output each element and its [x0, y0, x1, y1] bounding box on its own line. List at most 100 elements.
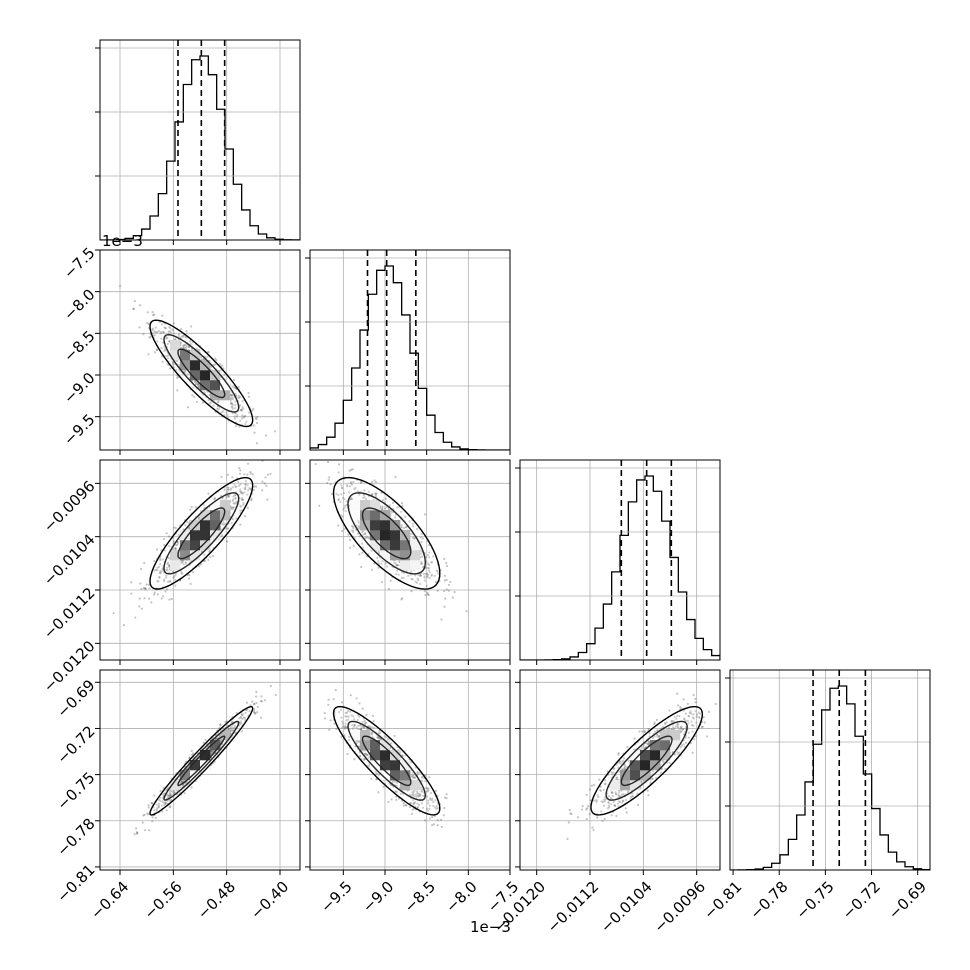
scatter-point [671, 726, 675, 729]
scatter-point [352, 480, 355, 484]
scatter-point [420, 790, 423, 793]
scatter-point [230, 406, 233, 409]
scatter-point [382, 499, 385, 502]
scatter-point [688, 711, 691, 715]
scatter-point [176, 389, 179, 392]
scatter-point [239, 490, 242, 493]
scatter-point [141, 821, 144, 824]
scatter-point [238, 396, 241, 400]
scatter-point [183, 346, 186, 349]
scatter-point [412, 793, 415, 796]
scatter-point [646, 789, 649, 792]
scatter-point [240, 713, 243, 716]
scatter-point [673, 715, 676, 719]
scatter-point [138, 597, 141, 600]
scatter-point [183, 343, 186, 347]
scatter-point [240, 408, 243, 411]
scatter-point [242, 407, 245, 410]
scatter-point [421, 775, 424, 779]
scatter-point [375, 492, 378, 495]
density-bin [370, 540, 381, 551]
scatter-point [176, 376, 179, 379]
density-bin [390, 770, 401, 781]
scatter-point [365, 535, 368, 538]
scatter-point [143, 813, 146, 816]
scatter-point [235, 500, 238, 503]
scatter-point [411, 791, 414, 794]
scatter-point [337, 471, 340, 474]
scatter-point [177, 333, 181, 336]
scatter-point [401, 504, 404, 508]
density-bin [200, 370, 211, 381]
panel-frame [519, 459, 721, 661]
scatter-point [440, 825, 444, 828]
scatter-point [225, 411, 228, 414]
scatter-point [440, 618, 443, 621]
scatter-point [261, 480, 264, 483]
scatter-point [180, 572, 184, 575]
scatter-point [396, 506, 399, 509]
scatter-point [165, 789, 168, 792]
scatter-point [220, 475, 223, 479]
scatter-point [207, 398, 210, 402]
scatter-point [656, 729, 659, 732]
scatter-point [233, 483, 236, 486]
scatter-point [447, 583, 451, 587]
scatter-point [197, 518, 200, 521]
scatter-point [226, 473, 230, 476]
scatter-point [194, 381, 198, 384]
scatter-point [344, 727, 348, 730]
scatter-point [351, 727, 354, 730]
scatter-point [169, 794, 172, 797]
scatter-point [451, 596, 454, 599]
scatter-point [385, 736, 388, 739]
scatter-point [189, 342, 192, 346]
scatter-point [352, 531, 355, 534]
scatter-point [135, 831, 139, 834]
histogram-2 [520, 475, 720, 660]
scatter-point [411, 774, 414, 777]
scatter-point [210, 751, 213, 754]
scatter-point [191, 571, 195, 574]
scatter-point [254, 712, 257, 715]
scatter-point [157, 806, 160, 809]
scatter-point [138, 605, 141, 608]
scatter-point [395, 795, 398, 798]
scatter-point [263, 699, 266, 702]
scatter-point [335, 457, 337, 459]
scatter-point [230, 402, 233, 405]
scatter-point [391, 511, 394, 514]
scatter-point [254, 695, 258, 698]
scatter-point [569, 812, 572, 815]
scatter-point [416, 806, 420, 809]
contour-0 [177, 735, 226, 787]
scatter-point [206, 355, 209, 358]
scatter-point [153, 313, 156, 316]
scatter-point [443, 589, 446, 593]
scatter-point [250, 497, 253, 500]
scatter-point [410, 590, 413, 593]
contour-1 [347, 492, 427, 575]
scatter-point [377, 562, 380, 565]
scatter-point [434, 580, 438, 583]
scatter-point [341, 487, 344, 490]
scatter-point [447, 589, 450, 592]
scatter-point [304, 434, 306, 436]
scatter-point [363, 719, 366, 722]
scatter-point [340, 486, 344, 489]
scatter-point [234, 392, 237, 395]
scatter-point [674, 725, 677, 728]
scatter-point [343, 725, 347, 728]
density-bin [390, 550, 401, 561]
scatter-point [445, 561, 448, 565]
scatter-point [383, 735, 386, 738]
scatter-point [436, 807, 439, 810]
scatter-point [239, 505, 242, 508]
scatter-point [255, 421, 259, 425]
scatter-point [410, 570, 413, 573]
scatter-point [164, 327, 167, 330]
scatter-point [261, 489, 264, 492]
scatter-point [164, 590, 167, 593]
scatter-point [184, 335, 187, 339]
